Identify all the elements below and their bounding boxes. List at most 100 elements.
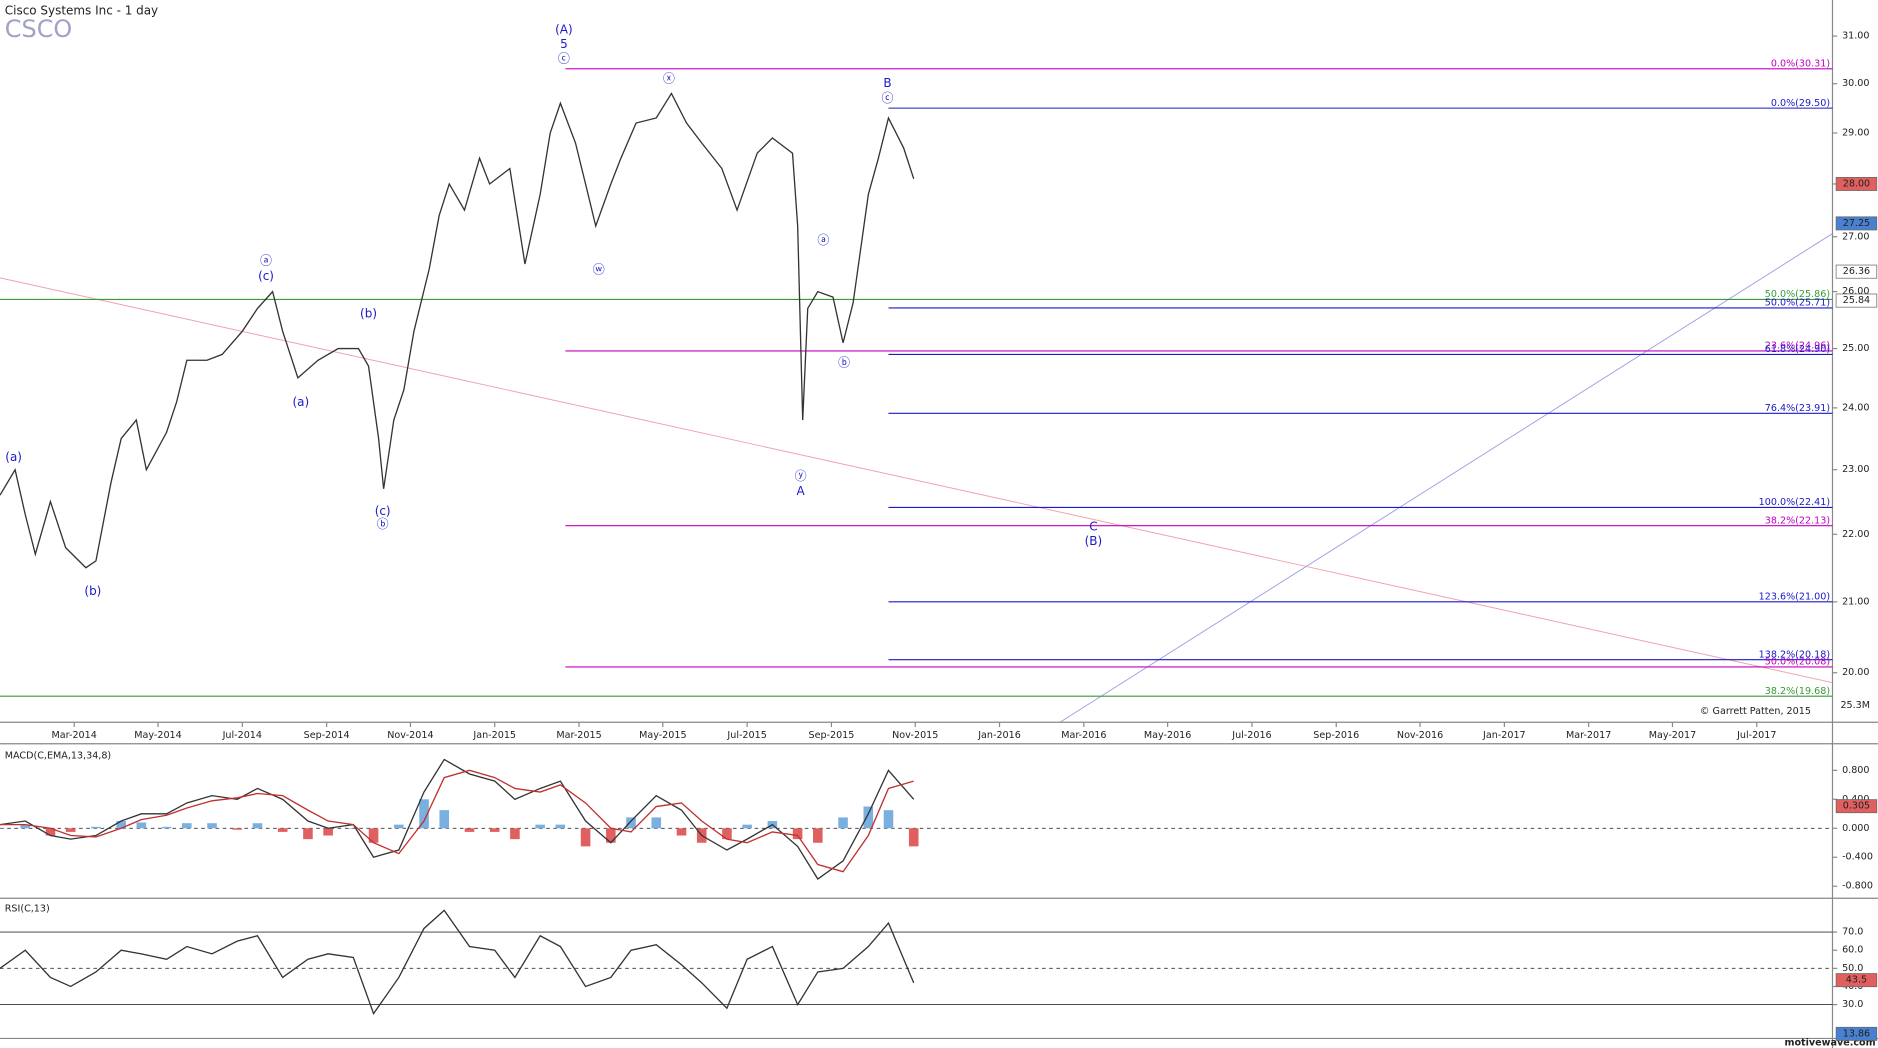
histogram-bar [116,821,126,829]
histogram-bar [303,828,313,840]
price-marker [1835,293,1878,308]
histogram-bar [883,810,894,829]
series-line [0,769,914,873]
trend-line [1059,233,1833,723]
histogram-bar [91,826,101,829]
x-tick-label: Nov-2014 [387,730,433,741]
x-tick-label: Sep-2015 [808,730,854,741]
trend-line [0,277,1833,684]
x-tick-label: Jan-2016 [977,730,1021,741]
fib-label: 50.0%(25.71) [1765,298,1830,309]
x-tick-label: Nov-2016 [1397,730,1443,741]
histogram-bar [676,828,687,836]
wave-label: (c) [258,269,274,283]
x-tick-label: Jul-2014 [222,730,262,741]
y-tick-label: 70.0 [1842,927,1863,938]
x-tick-label: Mar-2017 [1566,730,1611,741]
histogram-bar [252,823,263,829]
wave-label: ⓐ [817,233,829,247]
footer: motivewave.com [1785,1038,1876,1048]
y-tick-label: 25.00 [1842,343,1869,354]
fib-label: 100.0%(22.41) [1759,497,1830,508]
histogram-bar [232,828,243,830]
fib-label: 61.8%(24.90) [1765,344,1830,355]
histogram-bar [45,828,56,836]
histogram-bar [510,828,520,840]
histogram-bar [348,828,359,829]
y-tick-label: 23.00 [1842,464,1869,475]
x-tick-label: Mar-2014 [52,730,97,741]
y-tick-label: 0.000 [1842,823,1869,834]
wave-label: ⓒ [558,51,570,65]
histogram-bar [651,817,662,829]
wave-label: ⓐ [260,254,272,268]
x-tick-label: Jan-2015 [472,730,516,741]
wave-label: (B) [1085,534,1103,548]
price-marker-label: 28.00 [1843,178,1870,189]
histogram-bar [813,828,823,843]
x-tick-label: Jan-2017 [1482,730,1526,741]
y-tick-label: 21.00 [1842,596,1869,607]
wave-label: (b) [84,584,101,598]
series-line [0,909,915,1016]
fib-label: 0.0%(29.50) [1771,98,1830,109]
y-tick-label: 27.00 [1842,231,1869,242]
x-tick-label: May-2017 [1649,730,1696,741]
histogram-bar [65,828,76,832]
y-tick-label: 30.00 [1842,78,1869,89]
x-tick-label: Jul-2016 [1231,730,1271,741]
fib-label: 38.2%(19.68) [1765,686,1830,697]
y-tick-label: 0.800 [1842,765,1869,776]
fib-label: 50.0%(20.08) [1765,657,1830,668]
fib-label: 50.0%(25.86) [1765,289,1830,300]
histogram-bar [323,828,333,836]
wave-label: ⓑ [838,356,850,370]
histogram-bar [419,799,429,829]
x-tick-label: Nov-2015 [892,730,938,741]
fib-label: 123.6%(21.00) [1759,592,1830,603]
y-tick-label: 26.00 [1842,286,1869,297]
histogram-bar [722,828,732,840]
y-tick-label: 60.0 [1842,945,1863,956]
x-tick-label: Sep-2014 [304,730,350,741]
x-tick-label: Mar-2015 [556,730,601,741]
fib-label: 23.6%(24.96) [1765,341,1830,352]
histogram-bar [555,824,566,829]
price-marker [1835,216,1878,231]
credit: © Garrett Patten, 2015 [1700,706,1811,717]
x-tick-label: Sep-2016 [1313,730,1359,741]
wave-label: A [797,484,806,498]
panel-title: MACD(C,EMA,13,34,8) [5,750,111,761]
histogram-bar [580,828,591,847]
histogram-bar [489,828,500,832]
wave-label: (A) [555,23,573,37]
histogram-bar [464,828,475,832]
price-marker-label: 0.305 [1843,801,1870,812]
histogram-bar [394,824,404,829]
fib-label: 38.2%(22.13) [1765,515,1830,526]
histogram-bar [742,824,752,829]
wave-label: ⓨ [795,469,807,483]
series-line [0,92,915,569]
y-tick-label: 50.0 [1842,963,1863,974]
price-marker-label: 26.36 [1843,266,1870,277]
symbol: CSCO [5,15,72,43]
wave-label: ⓦ [593,262,605,276]
histogram-bar [20,824,31,829]
wave-label: B [883,76,891,90]
x-tick-label: May-2014 [134,730,181,741]
wave-label: (b) [360,307,377,321]
x-tick-label: Jul-2017 [1736,730,1776,741]
y-tick-label: 24.00 [1842,402,1869,413]
histogram-bar [277,828,288,832]
histogram-bar [368,828,379,843]
wave-label: 5 [560,37,568,51]
x-tick-label: May-2015 [639,730,686,741]
price-marker [1835,799,1878,814]
histogram-bar [136,822,147,829]
wave-label: C [1089,520,1097,534]
y-tick-label: -0.800 [1842,881,1873,892]
price-marker-label: 13.86 [1843,1028,1870,1039]
histogram-bar [626,817,636,829]
